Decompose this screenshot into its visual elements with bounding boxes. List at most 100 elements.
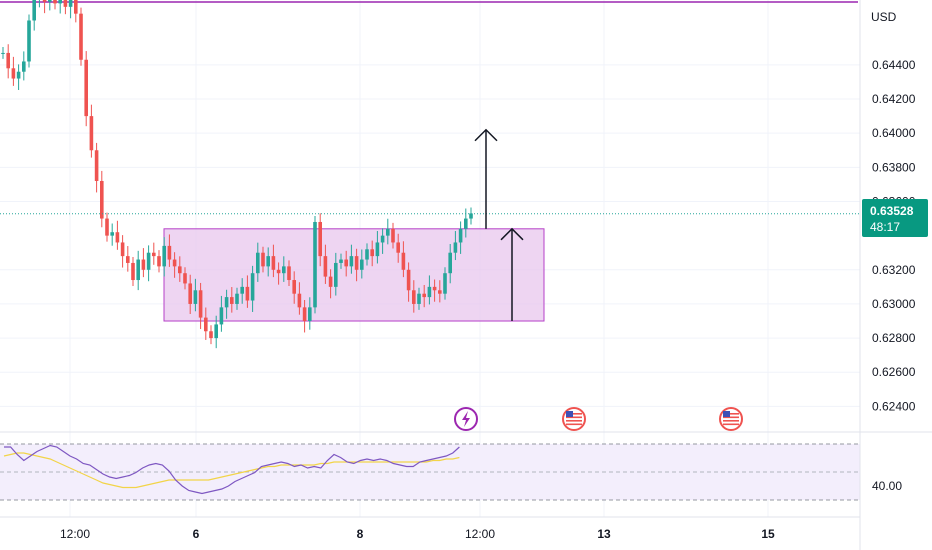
arrows[interactable]: [474, 128, 524, 322]
candle-body: [422, 293, 426, 298]
current-price-badge: 0.63528 48:17: [862, 199, 928, 237]
candle-body: [42, 0, 47, 2]
candle-body: [453, 242, 458, 253]
candle-body: [250, 273, 255, 301]
candle-body: [427, 286, 432, 298]
price-badge-box: [862, 199, 928, 237]
price-tick-label: 0.63000: [872, 297, 916, 311]
candle-body: [183, 273, 187, 284]
time-tick-label: 12:00: [60, 527, 90, 541]
candle-body: [365, 249, 369, 260]
candle-body: [380, 235, 385, 243]
candle-body: [240, 286, 244, 294]
candle-body: [448, 252, 452, 274]
flag-canton: [566, 411, 573, 417]
time-tick-label: 12:00: [465, 527, 495, 541]
candle-body: [432, 286, 437, 291]
candle-body: [178, 266, 182, 274]
candle-body: [375, 242, 380, 257]
candle-body: [120, 242, 125, 257]
candle-body: [318, 221, 322, 257]
candle-body: [214, 324, 218, 339]
us-flag-icon[interactable]: [719, 407, 743, 431]
candle-body: [53, 0, 57, 4]
candle-body: [396, 242, 400, 253]
candle-body: [126, 256, 130, 263]
candle-body: [354, 256, 359, 270]
flag-stripe: [723, 416, 739, 419]
candle-body: [401, 252, 406, 270]
candle-body: [219, 307, 224, 325]
price-tick-label: 0.62800: [872, 331, 916, 345]
candle-body: [302, 307, 307, 322]
candle-body: [152, 252, 156, 257]
candle-body: [406, 269, 411, 291]
candle-body: [386, 228, 390, 236]
price-tick-label: 0.63200: [872, 263, 916, 277]
candle-body: [115, 232, 120, 243]
candle-body: [443, 273, 447, 294]
candle-body: [48, 0, 52, 2]
candle-body: [282, 266, 286, 274]
event-markers[interactable]: [454, 407, 743, 431]
time-axis[interactable]: 12:00 6 8 12:00 13 15: [60, 527, 775, 541]
candle-body: [198, 290, 203, 318]
price-axis[interactable]: USD 0.644000.642000.640000.638000.636000…: [871, 10, 916, 413]
candle-body: [27, 20, 31, 62]
currency-label: USD: [871, 10, 897, 24]
price-tick-label: 0.62400: [872, 399, 916, 413]
candle-body: [256, 252, 260, 274]
candle-body: [136, 259, 140, 281]
candle-body: [370, 249, 374, 257]
price-tick-label: 0.63800: [872, 160, 916, 174]
candle-body: [146, 252, 151, 270]
candle-body: [245, 286, 250, 301]
time-tick-label: 8: [357, 527, 364, 541]
flag-stripe: [723, 423, 739, 426]
candle-body: [334, 262, 338, 287]
candle-body: [235, 293, 239, 304]
candle-body: [22, 61, 26, 72]
arrow-head[interactable]: [474, 128, 498, 142]
candle-body: [141, 259, 146, 270]
candle-body: [308, 307, 312, 322]
flag-stripe: [723, 420, 739, 422]
candle-body: [16, 71, 21, 79]
candle-body: [162, 245, 166, 267]
candle-body: [157, 256, 161, 267]
price-tick-label: 0.64000: [872, 126, 916, 140]
candle-body: [167, 245, 172, 260]
candle-body: [297, 293, 302, 308]
arrow-head[interactable]: [500, 227, 524, 241]
candle-body: [188, 283, 192, 304]
marker-bolt: [462, 411, 470, 427]
time-tick-label: 6: [193, 527, 200, 541]
candle-body: [412, 290, 416, 304]
candle-body: [261, 252, 265, 267]
candle-body: [193, 290, 198, 304]
candle-body: [105, 218, 109, 236]
candle-body: [11, 68, 16, 79]
candle-body: [94, 150, 99, 181]
flag-stripe: [566, 416, 582, 419]
lightning-icon[interactable]: [454, 407, 478, 431]
candle-body: [84, 59, 88, 117]
rsi-ma-line: [3, 452, 460, 489]
candle-body: [313, 221, 317, 308]
candle-body: [360, 259, 364, 270]
flag-stripe: [566, 413, 582, 415]
us-flag-icon[interactable]: [562, 407, 586, 431]
candle-body: [6, 52, 10, 69]
current-price-value: 0.63528: [870, 204, 914, 218]
flag-stripe: [566, 423, 582, 426]
candle-body: [110, 232, 114, 236]
candle-body: [391, 228, 395, 243]
candle-body: [266, 256, 270, 267]
candle-body: [1, 52, 5, 54]
candle-body: [349, 256, 354, 267]
flag-canton: [723, 411, 730, 417]
candle-body: [74, 0, 78, 14]
candle-body: [276, 269, 281, 274]
rsi-line: [4, 444, 460, 495]
